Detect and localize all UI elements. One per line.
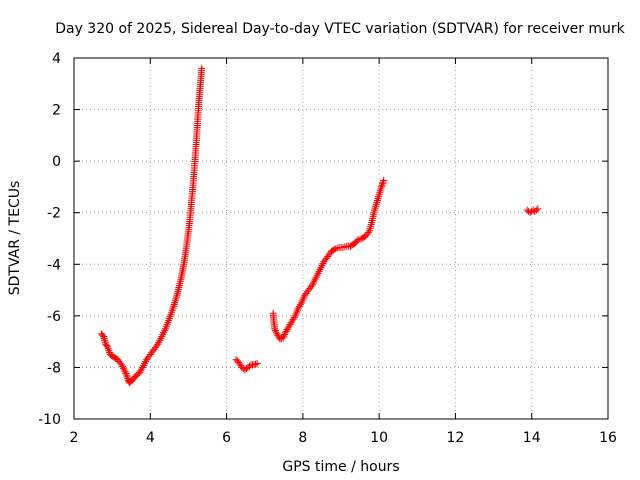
data-point	[250, 361, 258, 369]
data-point	[307, 283, 315, 291]
x-tick-label: 2	[70, 430, 79, 446]
data-point	[172, 295, 180, 303]
x-tick-label: 10	[370, 430, 388, 446]
data-point	[534, 205, 542, 213]
data-point	[379, 180, 387, 188]
data-point	[245, 362, 253, 370]
data-point	[377, 185, 385, 193]
data-point	[364, 228, 372, 236]
y-tick-label: 4	[52, 51, 61, 67]
data-point	[253, 360, 261, 368]
data-point	[252, 360, 260, 368]
data-point	[339, 244, 347, 252]
data-point	[376, 187, 384, 195]
data-point	[377, 183, 385, 191]
data-point	[279, 334, 287, 342]
data-point	[380, 176, 388, 184]
x-tick-label: 6	[222, 430, 231, 446]
data-point	[119, 363, 127, 371]
data-point	[375, 191, 383, 199]
data-point	[276, 335, 284, 343]
ticks	[73, 57, 609, 420]
y-axis-label: SDTVAR / TECUs	[7, 181, 23, 296]
y-tick-label: 2	[52, 103, 61, 119]
x-tick-label: 14	[523, 430, 541, 446]
data-point	[271, 325, 279, 333]
y-tick-label: -4	[47, 257, 61, 273]
data-point	[371, 204, 379, 212]
data-point	[272, 328, 280, 336]
data-point	[171, 297, 179, 305]
data-point	[532, 206, 540, 214]
data-point	[120, 366, 128, 374]
y-tick-label: -6	[47, 309, 61, 325]
data-point	[119, 364, 127, 372]
y-tick-labels: -10 -8 -6 -4 -2 0 2 4	[38, 51, 61, 428]
data-point	[375, 193, 383, 201]
x-tick-label: 16	[599, 430, 617, 446]
data-point	[373, 196, 381, 204]
data-point	[330, 246, 338, 254]
y-tick-label: -8	[47, 360, 61, 376]
y-tick-label: -10	[38, 412, 61, 428]
data-point	[138, 365, 146, 373]
chart-title: Day 320 of 2025, Sidereal Day-to-day VTE…	[55, 21, 625, 37]
data-point	[99, 331, 107, 339]
data-point	[281, 331, 289, 339]
data-point	[378, 181, 386, 189]
y-tick-label: -2	[47, 206, 61, 222]
data-point	[373, 198, 381, 206]
x-tick-labels: 2 4 6 8 10 12 14 16	[70, 430, 617, 446]
data-point	[171, 299, 179, 307]
data-point	[281, 329, 289, 337]
data-point	[372, 202, 380, 210]
data-point	[103, 342, 111, 350]
data-point	[123, 373, 131, 381]
data-point	[172, 293, 180, 301]
data-point	[290, 314, 298, 322]
data-point	[271, 326, 279, 334]
data-point	[170, 300, 178, 308]
data-point	[379, 178, 387, 186]
data-point	[121, 368, 129, 376]
x-axis-label: GPS time / hours	[282, 459, 399, 475]
data-point	[118, 361, 126, 369]
x-tick-label: 4	[146, 430, 155, 446]
x-tick-label: 8	[298, 430, 307, 446]
data-point	[198, 64, 206, 72]
y-tick-label: 0	[52, 154, 61, 170]
data-point	[376, 189, 384, 197]
data-point	[341, 243, 349, 251]
data-point	[280, 332, 288, 340]
plot-frame	[73, 57, 609, 420]
data-points	[97, 64, 542, 387]
x-tick-label: 12	[447, 430, 465, 446]
grid	[74, 58, 608, 419]
data-point	[170, 302, 178, 310]
data-point	[122, 369, 130, 377]
data-point	[296, 301, 304, 309]
data-point	[123, 371, 131, 379]
data-point	[374, 195, 382, 203]
data-point	[153, 342, 161, 350]
